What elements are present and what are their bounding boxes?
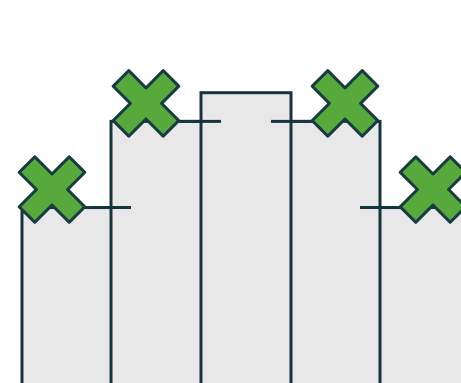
columns-group	[20, 91, 461, 383]
column-2	[109, 119, 203, 383]
step-connectors-group	[91, 119, 400, 210]
x-cross-icon	[111, 69, 181, 138]
column-3	[199, 91, 293, 383]
column-1	[20, 206, 113, 383]
column-5	[378, 206, 461, 383]
x-cross-icon	[17, 155, 87, 224]
x-cross-icon	[310, 69, 380, 138]
x-cross-icon	[398, 155, 461, 224]
cross-markers-group	[17, 69, 461, 224]
column-4	[289, 119, 382, 383]
